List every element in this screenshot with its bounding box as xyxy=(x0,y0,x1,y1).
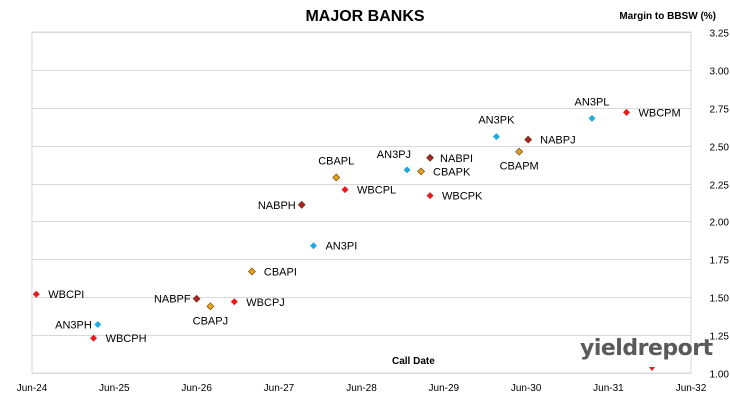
x-tick-label: Jun-26 xyxy=(181,383,212,394)
x-tick-label: Jun-31 xyxy=(593,383,624,394)
y-tick-label: 1.25 xyxy=(710,332,730,343)
data-point-cbapi xyxy=(247,267,256,276)
data-label-an3pk: AN3PK xyxy=(478,115,515,127)
data-label-cbapl: CBAPL xyxy=(318,155,354,167)
data-label-cbapj: CBAPJ xyxy=(193,315,228,327)
data-point-nabpi xyxy=(426,153,434,162)
data-point-an3pi xyxy=(309,242,317,250)
y-tick-label: 2.75 xyxy=(710,105,730,116)
data-point-cbapj xyxy=(206,302,215,311)
data-label-an3ph: AN3PH xyxy=(55,320,92,332)
data-label-nabpf: NABPF xyxy=(154,294,191,306)
data-point-cbapl xyxy=(332,173,341,182)
y-tick-label: 2.50 xyxy=(710,143,730,154)
chart-title: MAJOR BANKS xyxy=(305,8,425,25)
yieldreport-logo: yieldreport xyxy=(580,336,713,361)
data-label-wbcpl: WBCPL xyxy=(357,185,396,197)
data-point-an3pk xyxy=(492,133,500,141)
y-tick-label: 3.00 xyxy=(710,67,730,78)
x-tick-label: Jun-27 xyxy=(264,383,295,394)
data-point-nabph xyxy=(297,200,306,209)
y-axis-label: Margin to BBSW (%) xyxy=(619,11,716,22)
data-label-nabpj: NABPJ xyxy=(540,135,575,147)
data-point-wbcpj xyxy=(230,298,238,306)
y-tick-label: 1.00 xyxy=(710,370,730,381)
data-label-wbcpi: WBCPI xyxy=(48,289,84,301)
data-point-nabpf xyxy=(192,294,201,303)
data-label-an3pj: AN3PJ xyxy=(377,149,411,161)
data-point-wbcpk xyxy=(426,192,434,200)
data-point-an3pj xyxy=(403,166,411,174)
x-axis-label: Call Date xyxy=(392,356,435,367)
y-tick-label: 2.25 xyxy=(710,181,730,192)
data-point-wbcpi xyxy=(32,290,40,298)
data-point-cbapm xyxy=(515,147,524,156)
x-tick-label: Jun-30 xyxy=(511,383,542,394)
data-point-nabpj xyxy=(524,135,533,144)
data-label-wbcpj: WBCPJ xyxy=(246,297,285,309)
x-tick-label: Jun-24 xyxy=(17,383,48,394)
data-label-wbcph: WBCPH xyxy=(106,333,147,345)
data-point-wbcpm xyxy=(622,108,630,116)
data-point-wbcpl xyxy=(341,186,349,194)
data-point-cbapk xyxy=(417,167,425,176)
data-label-an3pl: AN3PL xyxy=(575,96,610,108)
y-tick-label: 3.25 xyxy=(710,29,730,40)
data-point-an3ph xyxy=(94,321,102,329)
data-point-wbcph xyxy=(90,334,98,342)
logo-accent-triangle xyxy=(649,367,655,371)
data-label-nabpi: NABPI xyxy=(440,153,473,165)
y-tick-label: 1.50 xyxy=(710,294,730,305)
plot-border xyxy=(31,31,692,374)
x-tick-label: Jun-32 xyxy=(676,383,707,394)
x-tick-label: Jun-28 xyxy=(346,383,377,394)
data-label-cbapk: CBAPK xyxy=(433,166,471,178)
y-tick-label: 2.00 xyxy=(710,218,730,229)
x-tick-label: Jun-25 xyxy=(99,383,130,394)
data-label-nabph: NABPH xyxy=(258,200,296,212)
data-label-cbapm: CBAPM xyxy=(500,161,539,173)
data-label-cbapi: CBAPI xyxy=(264,266,297,278)
x-tick-label: Jun-29 xyxy=(429,383,460,394)
data-label-an3pi: AN3PI xyxy=(325,241,357,253)
data-label-wbcpm: WBCPM xyxy=(638,107,680,119)
data-point-an3pl xyxy=(588,114,596,122)
y-tick-label: 1.75 xyxy=(710,256,730,267)
data-label-wbcpk: WBCPK xyxy=(442,191,483,203)
